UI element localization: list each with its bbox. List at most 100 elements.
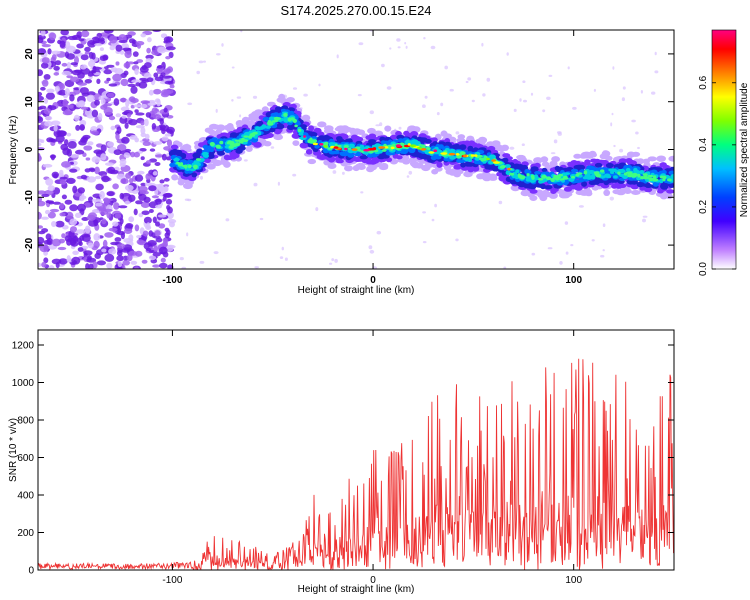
noise-blob <box>38 211 42 220</box>
noise-blob <box>83 145 93 151</box>
noise-blob <box>103 69 113 75</box>
noise-blob <box>89 168 96 173</box>
noise-blob <box>163 177 170 182</box>
ridge-blob <box>526 173 530 177</box>
y-tick-label: 400 <box>17 491 34 502</box>
ridge-peak <box>455 153 460 156</box>
noise-blob <box>41 193 50 198</box>
ridge-blob <box>525 169 532 175</box>
noise-dot <box>240 30 243 33</box>
noise-blob <box>59 169 64 176</box>
noise-dot <box>486 77 491 82</box>
noise-blob <box>38 106 43 110</box>
noise-blob <box>114 237 122 242</box>
noise-blob <box>137 43 141 49</box>
noise-blob <box>38 230 46 235</box>
ridge-blob <box>385 157 393 163</box>
noise-blob <box>76 43 84 49</box>
ridge-blob <box>436 161 443 168</box>
noise-blob <box>119 50 125 55</box>
noise-blob <box>119 218 124 225</box>
ridge-blob <box>344 165 353 172</box>
ridge-blob <box>460 162 466 168</box>
noise-blob <box>69 154 80 158</box>
spectrogram-x-label: Height of straight line (km) <box>298 285 415 296</box>
y-tick-label: 800 <box>17 416 34 427</box>
noise-blob <box>53 65 60 71</box>
ridge-blob <box>267 121 273 126</box>
noise-blob <box>118 205 128 209</box>
noise-blob <box>78 38 85 42</box>
ridge-blob <box>643 174 648 179</box>
ridge-blob <box>187 164 192 169</box>
ridge-blob <box>617 171 621 175</box>
noise-blob <box>140 156 145 161</box>
ridge-blob <box>657 188 664 194</box>
noise-dot <box>430 45 436 50</box>
noise-blob <box>157 46 167 54</box>
noise-blob <box>93 240 100 249</box>
noise-blob <box>151 195 159 199</box>
noise-dot <box>521 143 525 146</box>
ridge-blob <box>340 126 350 134</box>
ridge-blob <box>171 174 179 181</box>
y-tick-label: -10 <box>24 190 35 205</box>
ridge-blob <box>529 195 538 202</box>
noise-blob <box>106 141 115 147</box>
noise-blob <box>41 62 49 69</box>
ridge-blob <box>316 154 325 160</box>
noise-dot <box>553 139 558 144</box>
noise-dot <box>254 266 259 269</box>
ridge-blob <box>262 116 270 122</box>
noise-blob <box>62 99 68 107</box>
noise-blob <box>92 65 97 74</box>
ridge-blob <box>563 186 573 192</box>
noise-dot <box>422 241 427 244</box>
noise-blob <box>134 109 139 113</box>
ridge-blob <box>593 171 600 175</box>
noise-blob <box>154 230 161 237</box>
x-tick-label: 0 <box>370 575 376 586</box>
ridge-blob <box>553 174 559 178</box>
ridge-peak <box>378 146 386 149</box>
noise-blob <box>47 48 52 55</box>
ridge-peak <box>491 159 497 162</box>
noise-blob <box>140 201 150 209</box>
noise-dot <box>612 66 615 70</box>
noise-blob <box>138 213 144 218</box>
ridge-blob <box>343 144 349 149</box>
ridge-blob <box>550 178 555 182</box>
ridge-blob <box>327 163 337 169</box>
noise-blob <box>50 120 61 126</box>
ridge-blob <box>424 139 432 144</box>
ridge-blob <box>335 159 344 164</box>
noise-blob <box>106 191 115 196</box>
ridge-blob <box>369 165 377 171</box>
noise-blob <box>59 40 66 48</box>
ridge-blob <box>562 191 571 199</box>
ridge-blob <box>539 194 548 202</box>
noise-blob <box>123 228 133 235</box>
noise-dot <box>600 254 605 258</box>
noise-blob <box>80 30 90 38</box>
ridge-blob <box>380 140 386 145</box>
noise-blob <box>160 72 166 77</box>
noise-blob <box>50 154 56 161</box>
noise-blob <box>69 218 78 226</box>
noise-blob <box>165 245 174 252</box>
noise-dot <box>196 70 200 75</box>
noise-blob <box>38 225 43 229</box>
noise-blob <box>140 132 147 138</box>
noise-blob <box>154 76 163 82</box>
ridge-peak <box>407 143 411 146</box>
snr-x-label: Height of straight line (km) <box>298 584 415 595</box>
noise-dot <box>455 131 460 135</box>
noise-blob <box>101 175 110 183</box>
ridge-blob <box>499 165 505 169</box>
ridge-blob <box>418 144 424 147</box>
noise-blob <box>124 50 132 59</box>
noise-dot <box>315 207 319 212</box>
noise-dot <box>621 97 626 102</box>
noise-blob <box>46 88 55 94</box>
noise-blob <box>109 169 119 174</box>
